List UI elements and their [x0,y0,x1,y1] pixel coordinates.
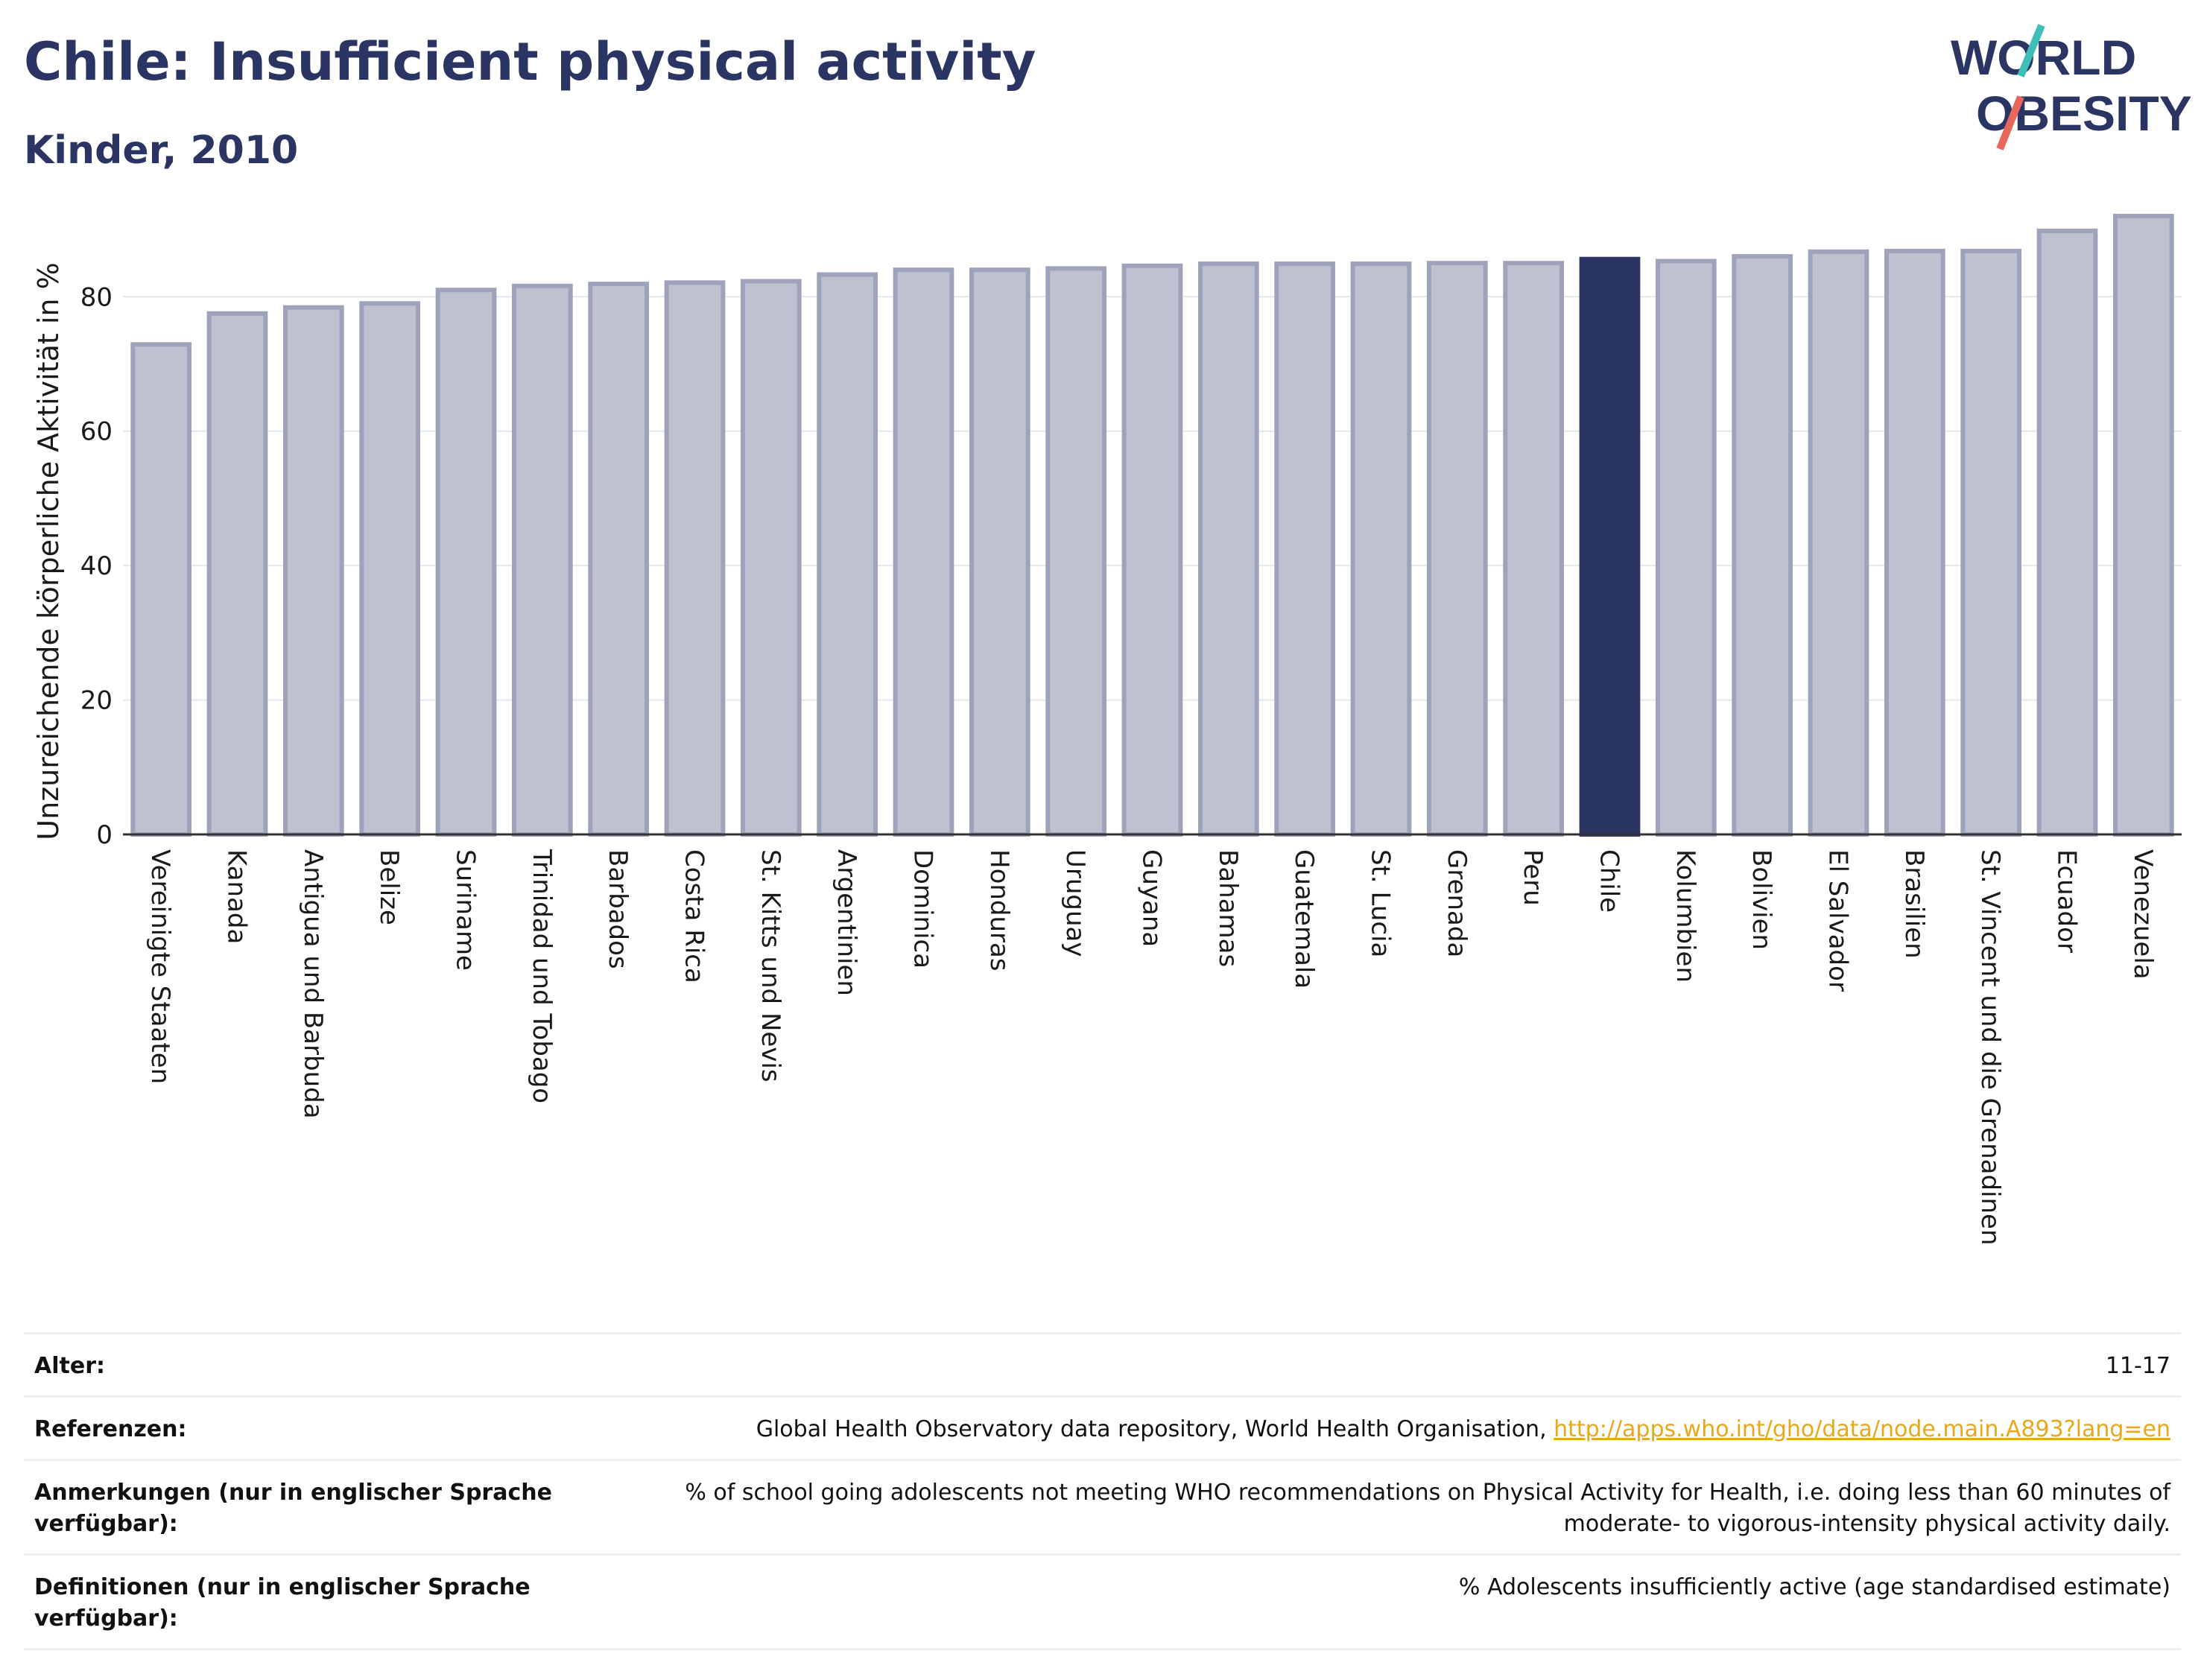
y-tick-label: 40 [80,551,113,581]
bar-barbados [588,282,650,837]
x-tick-label: Guatemala [1289,849,1319,989]
bar-layer [130,214,2174,837]
y-tick-label: 0 [96,820,113,850]
y-axis-label: Unzureichende körperliche Aktivität in % [32,262,65,840]
x-tick-label: Venezuela [2128,849,2158,980]
y-tick-label: 20 [80,686,113,716]
bar-st-vincent-und-die-grenadinen [1960,248,2022,837]
x-tick-label: Barbados [603,849,633,969]
bar-brasilien [1884,248,1945,837]
x-tick-label: Kanada [222,849,252,944]
meta-label-age: Alter: [34,1353,105,1379]
x-tick-label: Argentinien [832,849,861,996]
logo-slash-teal [2017,24,2045,77]
x-tick-label: Peru [1518,849,1548,906]
meta-row-notes: Anmerkungen (nur in englischer Sprache v… [24,1459,2181,1553]
reference-text: Global Health Observatory data repositor… [756,1416,1554,1442]
bar-suriname [435,288,497,837]
logo-slash-coral [1996,95,2024,150]
world-obesity-logo: WORLD OBESITY [1951,24,2191,150]
bar-bolivien [1732,254,1793,837]
meta-label-references: Referenzen: [34,1416,187,1442]
x-tick-label: Vereinigte Staaten [145,849,175,1084]
bar-bahamas [1197,261,1259,837]
meta-value-age: 11-17 [2105,1353,2170,1379]
bar-honduras [969,267,1030,837]
bar-trinidad-und-tobago [511,283,573,837]
y-tick-label: 80 [80,282,113,312]
bar-chile [1579,256,1641,837]
x-tick-label: Honduras [984,849,1014,971]
bar-el-salvador [1808,249,1869,837]
x-tick-label: Dominica [908,849,938,969]
meta-value-references: Global Health Observatory data repositor… [756,1414,2170,1445]
bar-guyana [1121,263,1183,837]
bar-vereinigte-staaten [130,342,192,837]
x-tick-label: Suriname [451,849,481,971]
bar-venezuela [2112,214,2174,837]
x-tick-label: St. Vincent und die Grenadinen [1975,849,2005,1246]
metadata-table: Alter: 11-17 Referenzen: Global Health O… [24,1332,2181,1650]
meta-label-notes: Anmerkungen (nur in englischer Sprache v… [34,1480,552,1537]
x-tick-label: Costa Rica [680,849,709,983]
bar-kolumbien [1655,259,1717,837]
page-title: Chile: Insufficient physical activity [24,31,1036,92]
bar-grenada [1426,261,1488,837]
bar-ecuador [2036,228,2098,837]
axis-layer: 0 20 40 60 80 Vereinigte Staaten Kanada Antigua… [80,282,2182,1246]
x-tick-label: Uruguay [1060,849,1090,957]
meta-label-definitions: Definitionen (nur in englischer Sprache … [34,1574,531,1632]
page-subtitle: Kinder, 2010 [24,128,299,173]
x-tick-label: El Salvador [1823,849,1853,992]
meta-row-age: Alter: 11-17 [24,1332,2181,1395]
x-tick-label: Ecuador [2052,849,2082,953]
x-tick-label: Grenada [1442,849,1472,957]
x-tick-label: Guyana [1137,849,1167,947]
x-tick-label: Bahamas [1213,849,1243,967]
x-tick-label: Kolumbien [1671,849,1700,983]
x-tick-label: Antigua und Barbuda [298,849,328,1119]
y-tick-label: 60 [80,417,113,447]
meta-row-definitions: Definitionen (nur in englischer Sprache … [24,1553,2181,1650]
bar-peru [1503,261,1565,837]
bar-argentinien [817,272,878,837]
x-tick-label: St. Lucia [1366,849,1396,957]
bar-uruguay [1045,266,1107,837]
bar-guatemala [1274,261,1336,837]
bar-antigua-und-barbuda [282,305,344,837]
x-tick-label: Belize [374,849,404,925]
x-tick-label: Trinidad und Tobago [527,849,557,1103]
x-tick-label: Chile [1595,849,1624,913]
x-tick-label: Bolivien [1747,849,1776,950]
bar-costa-rica [664,280,726,837]
bar-dominica [893,267,954,837]
meta-value-definitions: % Adolescents insufficiently active (age… [1458,1574,2170,1600]
logo-line-1: WORLD [1951,30,2136,85]
bar-chart: 0 20 40 60 80 Vereinigte Staaten Kanada Antigua… [32,214,2182,1246]
meta-value-notes: % of school going adolescents not meetin… [685,1480,2170,1537]
bar-st-kitts-und-nevis [740,279,802,837]
bar-belize [359,301,421,837]
x-tick-label: St. Kitts und Nevis [756,849,785,1083]
reference-link[interactable]: http://apps.who.int/gho/data/node.main.A… [1554,1416,2170,1442]
bar-kanada [206,311,268,837]
x-tick-label: Brasilien [1899,849,1929,959]
meta-row-references: Referenzen: Global Health Observatory da… [24,1395,2181,1459]
bar-st-lucia [1350,261,1412,837]
